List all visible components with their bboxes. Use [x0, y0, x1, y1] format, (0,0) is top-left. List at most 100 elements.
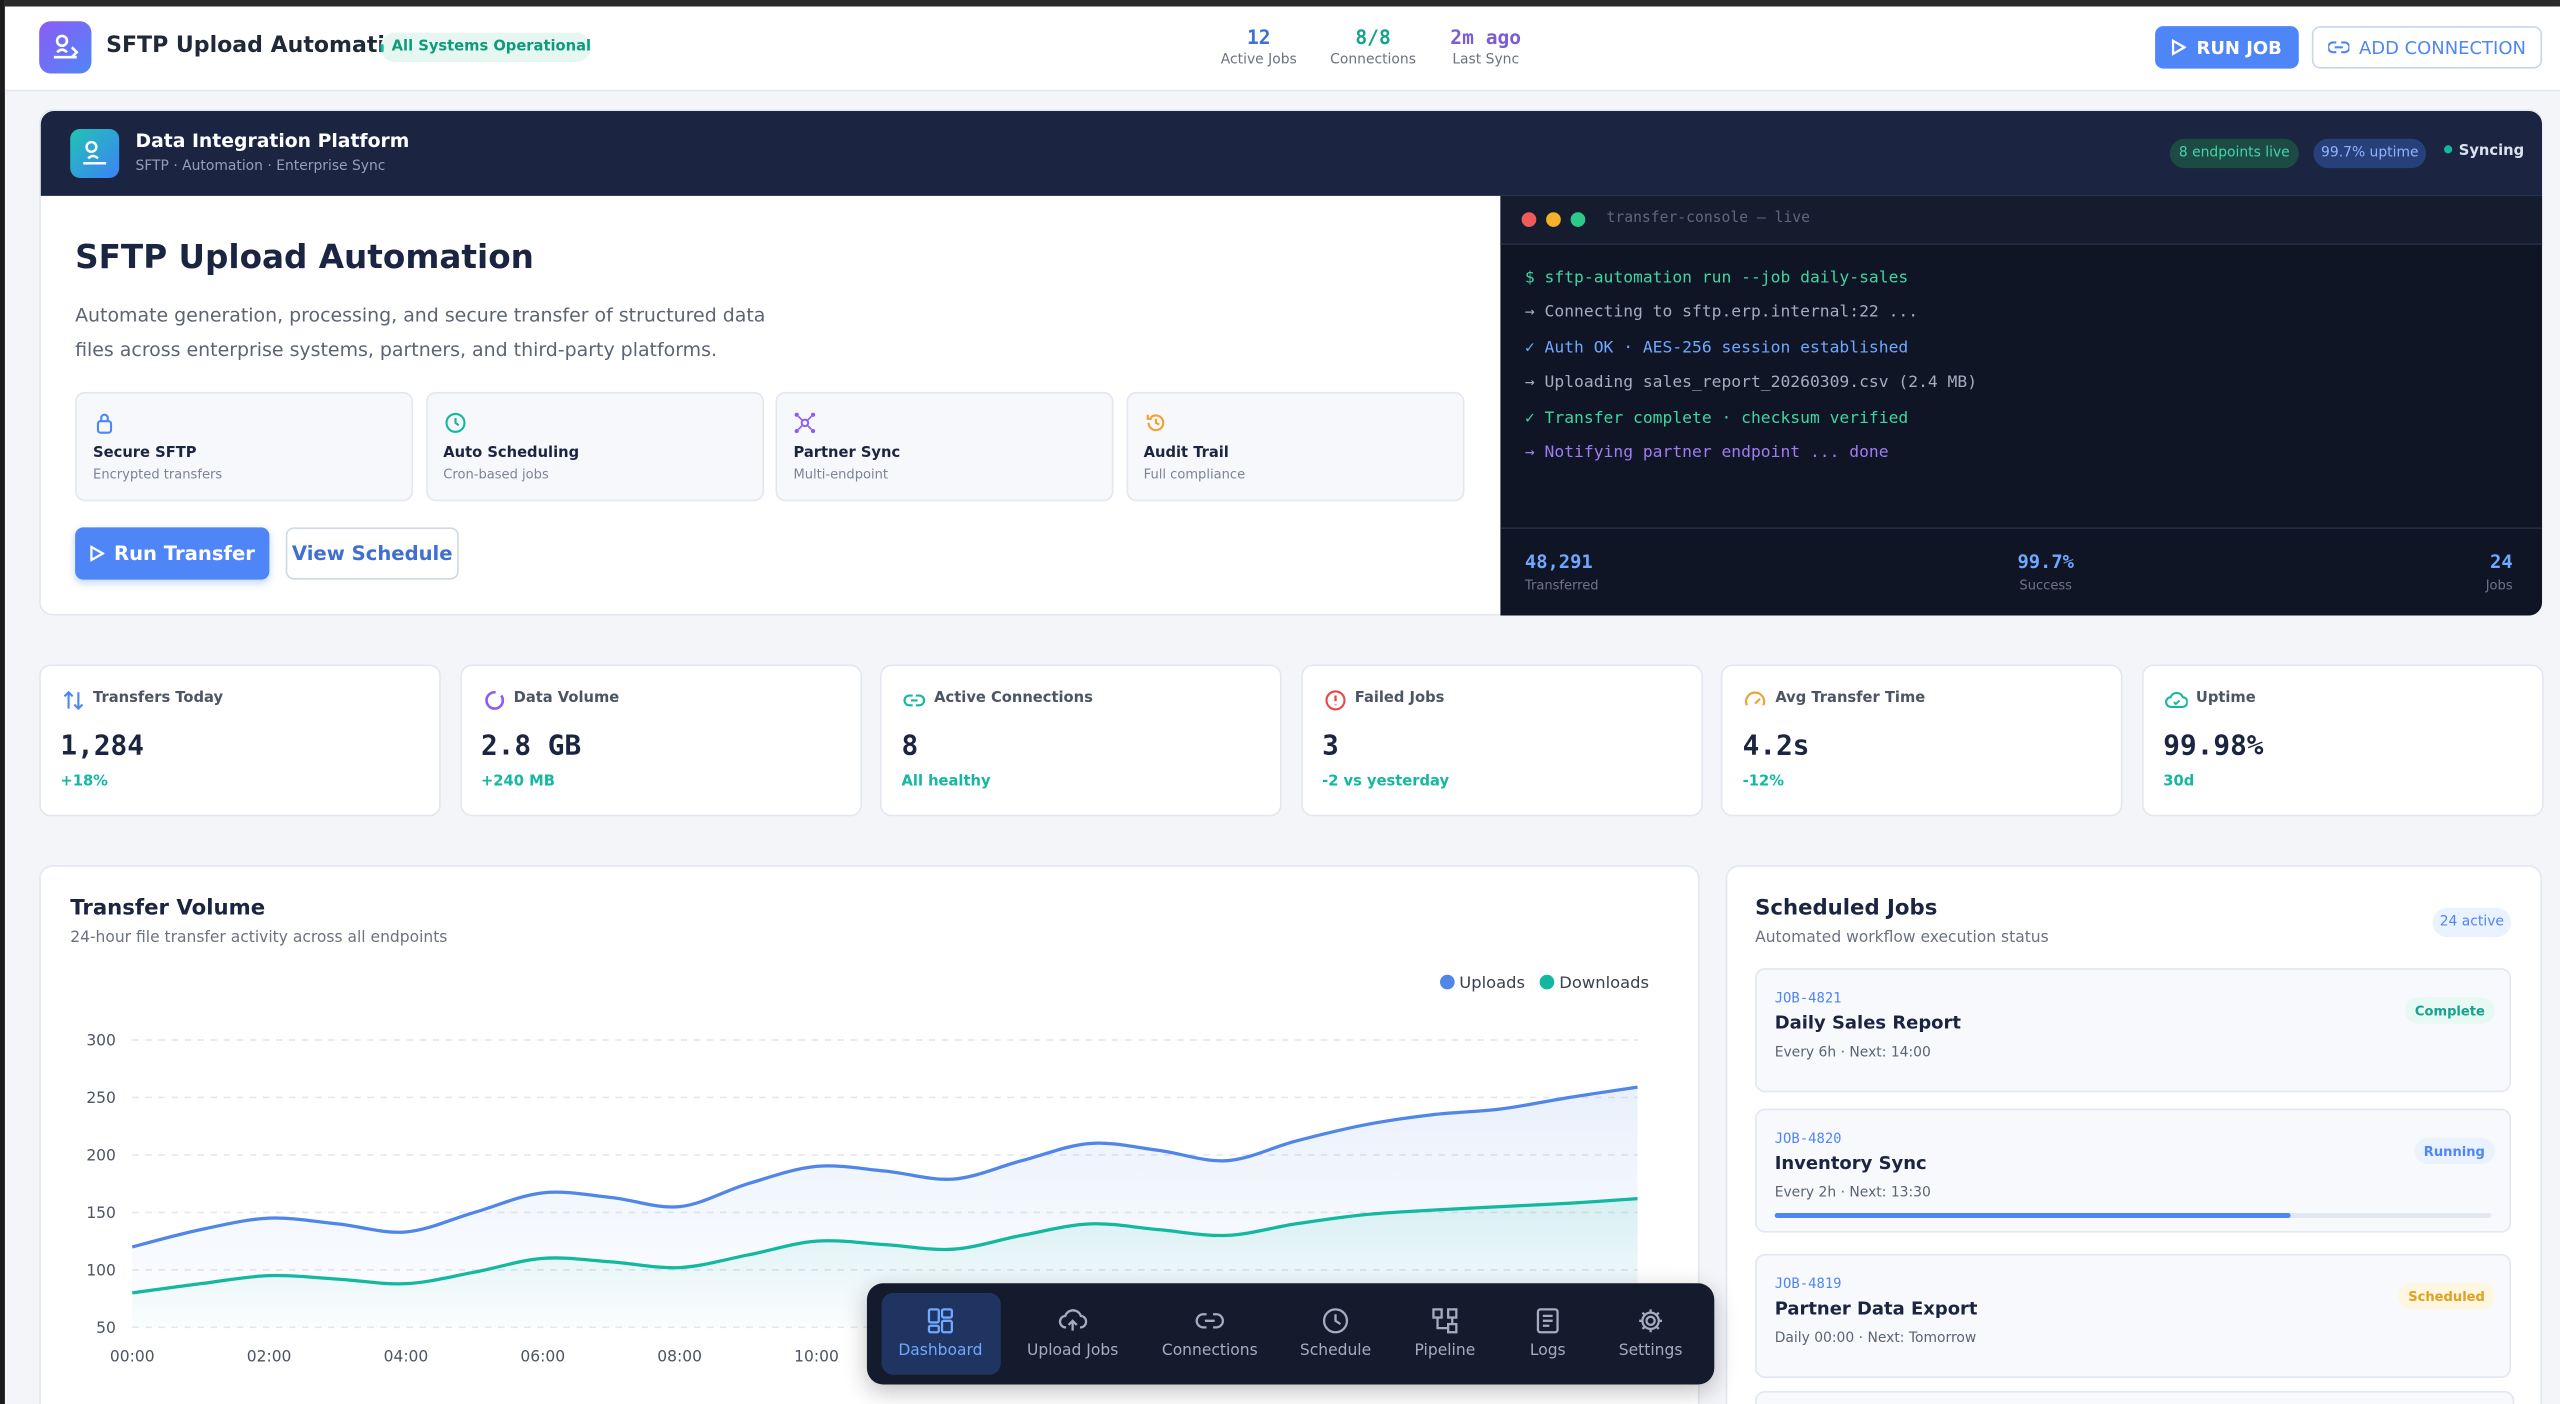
nav-icon[interactable] — [1533, 1306, 1562, 1335]
y-tick-label: 250 — [86, 1089, 116, 1107]
console-line: ✓ Transfer complete · checksum verified — [1524, 409, 1909, 428]
feature-title: Audit Trail — [1143, 445, 1229, 463]
stat-value: 3 — [1322, 729, 1339, 763]
stat-icon — [62, 687, 85, 711]
stat-icon — [903, 687, 926, 710]
banner-title: Data Integration Platform — [135, 128, 410, 152]
chart-subtitle: 24-hour file transfer activity across al… — [70, 928, 448, 947]
stat-change: 30d — [2163, 773, 2195, 791]
hero-title: SFTP Upload Automation — [75, 236, 534, 276]
feature-card — [1125, 391, 1464, 502]
nav-icon[interactable] — [926, 1306, 955, 1335]
series-line — [132, 1196, 1638, 1295]
stat-change: +18% — [60, 773, 108, 791]
nav-label[interactable]: Dashboard — [898, 1342, 983, 1360]
job-id: JOB-4821 — [1774, 991, 1842, 1008]
job-schedule: Daily 00:00 · Next: Tomorrow — [1774, 1330, 1977, 1347]
job-status: Scheduled — [2398, 1283, 2495, 1310]
x-tick-label: 08:00 — [657, 1348, 702, 1366]
add-connection-button[interactable]: ADD CONNECTION — [2311, 26, 2543, 69]
nav-label[interactable]: Logs — [1529, 1342, 1566, 1360]
status-badge: All Systems Operational — [380, 32, 592, 63]
nav-icon[interactable] — [1636, 1306, 1665, 1335]
run-job-button[interactable]: RUN JOB — [2155, 26, 2299, 69]
header-stat-label: Active Jobs — [1220, 52, 1297, 69]
job-card — [1755, 1391, 2515, 1404]
stat-label: Active Connections — [934, 690, 1093, 707]
feature-card — [75, 391, 414, 502]
view-schedule-button[interactable]: View Schedule — [285, 527, 459, 580]
console-line: → Uploading sales_report_20260309.csv (2… — [1524, 374, 1978, 393]
run-job-label: RUN JOB — [2196, 36, 2282, 58]
feature-subtitle: Multi-endpoint — [793, 466, 889, 482]
stat-card — [880, 664, 1282, 817]
job-schedule: Every 2h · Next: 13:30 — [1774, 1185, 1931, 1202]
run-transfer-button[interactable]: Run Transfer — [75, 527, 270, 580]
feature-subtitle: Cron-based jobs — [443, 466, 549, 482]
console-line: → Connecting to sftp.erp.internal:22 ... — [1524, 304, 1919, 323]
stat-value: 8 — [901, 729, 919, 763]
stat-label: Data Volume — [513, 690, 620, 707]
stat-change: +240 MB — [480, 773, 555, 791]
feature-subtitle: Full compliance — [1143, 466, 1246, 482]
x-tick-label: 00:00 — [110, 1348, 155, 1366]
stat-label: Uptime — [2195, 690, 2256, 707]
nav-label[interactable]: Connections — [1161, 1342, 1258, 1360]
nav-icon[interactable] — [1058, 1306, 1088, 1335]
nav-active-bg — [880, 1293, 1000, 1375]
sync-dot — [2444, 145, 2453, 154]
job-card — [1755, 968, 2512, 1093]
x-tick-label: 06:00 — [520, 1348, 565, 1366]
banner-icon — [70, 128, 120, 178]
console-bar — [1500, 195, 2543, 245]
job-id: JOB-4819 — [1774, 1276, 1842, 1294]
feature-card — [425, 391, 764, 502]
y-tick-label: 300 — [86, 1032, 116, 1050]
legend-label: Uploads — [1459, 974, 1526, 993]
sync-text: Syncing — [2458, 143, 2525, 160]
nav-icon[interactable] — [1321, 1306, 1350, 1335]
legend-item: Uploads — [1439, 974, 1526, 993]
stat-icon — [1324, 687, 1347, 711]
legend-item: Downloads — [1539, 974, 1649, 993]
console-dot — [1570, 212, 1586, 227]
nav-icon[interactable] — [1195, 1306, 1224, 1335]
console — [1500, 195, 2543, 616]
job-status: Running — [2414, 1137, 2495, 1165]
console-line: $ sftp-automation run --job daily-sales — [1524, 269, 1909, 288]
feature-card — [775, 391, 1114, 502]
bottom-nav — [866, 1283, 1715, 1385]
console-stat-label: Jobs — [2485, 577, 2513, 593]
x-tick-label: 10:00 — [794, 1348, 839, 1366]
legend-swatch — [1439, 974, 1455, 990]
stat-value: 4.2s — [1742, 729, 1810, 763]
y-tick-label: 50 — [96, 1319, 116, 1337]
feature-title: Secure SFTP — [93, 445, 197, 463]
nav-label[interactable]: Upload Jobs — [1027, 1342, 1119, 1360]
job-status: Complete — [2405, 997, 2495, 1024]
stat-value: 1,284 — [60, 729, 144, 763]
console-line: → Notifying partner endpoint ... done — [1524, 444, 1889, 463]
status-dot — [380, 43, 384, 52]
console-stat-label: Transferred — [1524, 577, 1599, 593]
legend-swatch — [1539, 974, 1555, 990]
stat-value: 2.8 GB — [480, 729, 582, 763]
console-stat-value: 99.7% — [2017, 550, 2074, 574]
y-tick-label: 150 — [86, 1204, 116, 1222]
stat-card — [2142, 664, 2544, 817]
stat-change: -12% — [1742, 773, 1784, 791]
feature-icon — [93, 410, 116, 434]
sync-status: Syncing — [2444, 143, 2525, 160]
nav-icon[interactable] — [1430, 1306, 1459, 1335]
status-text: All Systems Operational — [391, 39, 592, 56]
stat-card — [1721, 664, 2124, 817]
x-tick-label: 02:00 — [247, 1348, 292, 1366]
nav-label[interactable]: Settings — [1618, 1342, 1683, 1360]
nav-label[interactable]: Pipeline — [1414, 1342, 1476, 1360]
stat-icon — [1744, 687, 1767, 710]
nav-label[interactable]: Schedule — [1299, 1342, 1372, 1360]
y-tick-label: 100 — [86, 1262, 116, 1280]
stat-label: Failed Jobs — [1354, 690, 1445, 707]
endpoints-pill: 8 endpoints live — [2169, 138, 2299, 169]
